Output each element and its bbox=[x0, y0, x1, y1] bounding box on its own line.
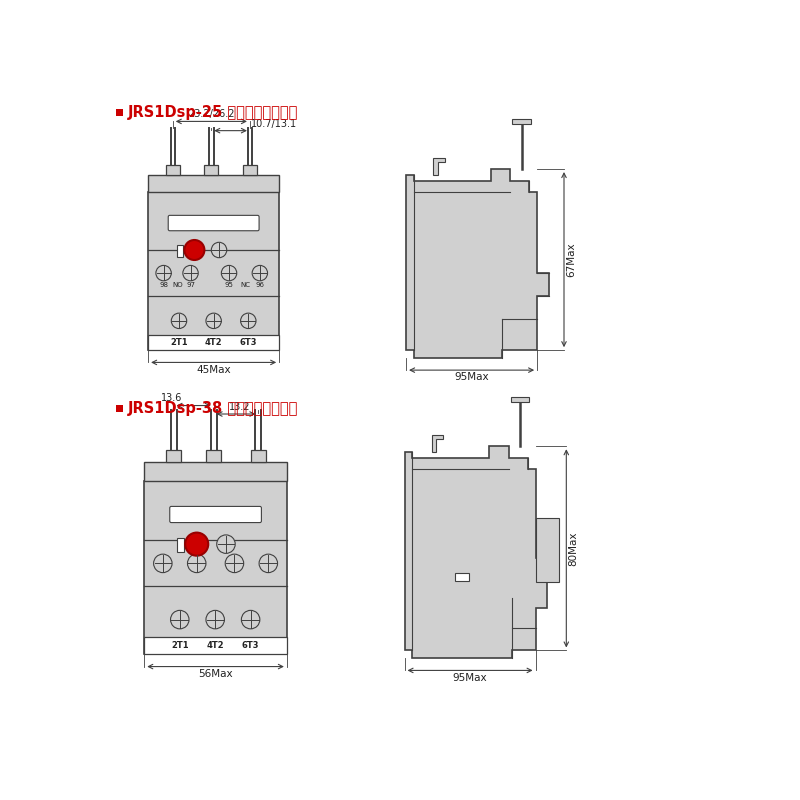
Polygon shape bbox=[431, 435, 443, 452]
Text: 4T2: 4T2 bbox=[205, 338, 222, 347]
Text: 13.6: 13.6 bbox=[162, 394, 182, 403]
Bar bbox=[250, 450, 266, 462]
Text: 98: 98 bbox=[159, 282, 168, 287]
Circle shape bbox=[187, 554, 206, 573]
Bar bbox=[178, 245, 183, 257]
Circle shape bbox=[154, 554, 172, 573]
Text: NC: NC bbox=[240, 282, 250, 287]
Text: JRS1Dsp-38 外形及安装尺寸图: JRS1Dsp-38 外形及安装尺寸图 bbox=[127, 401, 298, 416]
Bar bbox=[454, 574, 469, 581]
Text: 23.2/26.2: 23.2/26.2 bbox=[188, 109, 234, 119]
Circle shape bbox=[226, 554, 244, 573]
Bar bbox=[116, 109, 122, 116]
Text: 95Max: 95Max bbox=[454, 373, 489, 382]
Circle shape bbox=[185, 533, 208, 556]
Polygon shape bbox=[433, 158, 445, 174]
Bar bbox=[148, 334, 279, 350]
Text: 56Max: 56Max bbox=[198, 669, 233, 679]
Circle shape bbox=[241, 313, 256, 329]
Circle shape bbox=[222, 266, 237, 281]
Bar bbox=[116, 405, 122, 412]
Text: 4T2: 4T2 bbox=[206, 642, 224, 650]
Circle shape bbox=[171, 313, 186, 329]
Text: 6T3: 6T3 bbox=[239, 338, 257, 347]
Circle shape bbox=[184, 240, 205, 260]
Circle shape bbox=[183, 266, 198, 281]
Bar bbox=[511, 397, 530, 402]
FancyBboxPatch shape bbox=[168, 215, 259, 230]
Text: 67Max: 67Max bbox=[566, 242, 576, 277]
Circle shape bbox=[259, 554, 278, 573]
Text: 95Max: 95Max bbox=[453, 673, 487, 682]
FancyBboxPatch shape bbox=[170, 506, 262, 522]
Circle shape bbox=[217, 535, 235, 554]
Bar bbox=[148, 192, 279, 350]
Bar bbox=[166, 165, 180, 175]
Circle shape bbox=[170, 610, 189, 629]
Text: 10.7/13.1: 10.7/13.1 bbox=[251, 119, 298, 129]
Bar bbox=[166, 450, 182, 462]
Circle shape bbox=[242, 610, 260, 629]
Bar bbox=[205, 165, 218, 175]
Polygon shape bbox=[406, 169, 549, 358]
Bar bbox=[243, 165, 257, 175]
Circle shape bbox=[206, 610, 225, 629]
Text: 2T1: 2T1 bbox=[171, 642, 189, 650]
Polygon shape bbox=[535, 518, 558, 582]
Text: JRS1Dsp-25 外形及安装尺寸图: JRS1Dsp-25 外形及安装尺寸图 bbox=[127, 106, 298, 121]
Text: 6T3: 6T3 bbox=[242, 642, 259, 650]
Circle shape bbox=[252, 266, 267, 281]
Bar bbox=[144, 638, 287, 654]
Text: 80Max: 80Max bbox=[569, 531, 578, 566]
Text: 95: 95 bbox=[225, 282, 234, 287]
Circle shape bbox=[156, 266, 171, 281]
Bar bbox=[144, 481, 287, 654]
Circle shape bbox=[211, 242, 226, 258]
Bar bbox=[178, 538, 184, 552]
Bar bbox=[144, 462, 287, 481]
Text: 45Max: 45Max bbox=[196, 365, 231, 374]
Polygon shape bbox=[405, 446, 547, 658]
Text: 2T1: 2T1 bbox=[170, 338, 188, 347]
Text: NO: NO bbox=[172, 282, 182, 287]
Text: 97: 97 bbox=[186, 282, 195, 287]
Text: 13.2: 13.2 bbox=[229, 402, 250, 412]
Bar bbox=[206, 450, 222, 462]
Text: 96: 96 bbox=[255, 282, 264, 287]
Circle shape bbox=[206, 313, 222, 329]
Bar bbox=[148, 175, 279, 192]
Bar bbox=[513, 119, 531, 125]
